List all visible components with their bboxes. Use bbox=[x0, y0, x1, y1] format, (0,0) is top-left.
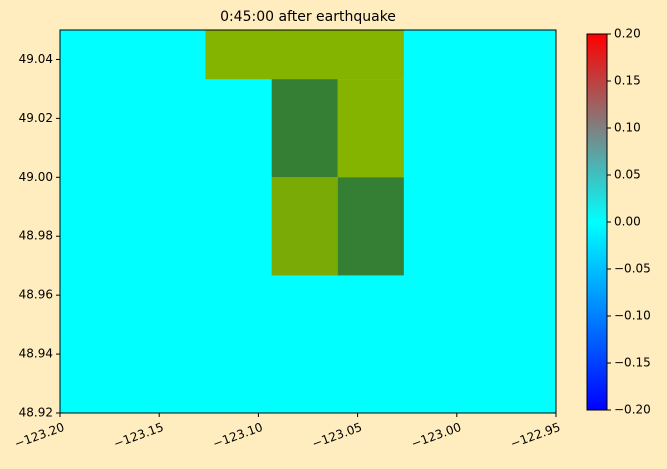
colorbar-tick-label: −0.20 bbox=[614, 403, 651, 417]
colorbar-tick-label: 0.10 bbox=[614, 121, 641, 135]
colorbar-tick-label: 0.00 bbox=[614, 215, 641, 229]
x-tick-label: −123.20 bbox=[13, 420, 67, 451]
x-tick-label: −123.10 bbox=[211, 420, 265, 451]
y-tick-label: 49.02 bbox=[19, 111, 53, 125]
cell bbox=[337, 79, 404, 178]
chart-title: 0:45:00 after earthquake bbox=[220, 9, 396, 25]
cell bbox=[205, 30, 404, 80]
x-tick-label: −123.15 bbox=[112, 420, 166, 451]
cell bbox=[271, 79, 338, 178]
x-tick-label: −123.05 bbox=[310, 420, 364, 451]
cell bbox=[337, 177, 404, 276]
colorbar-tick-label: 0.20 bbox=[614, 27, 641, 41]
colorbar-tick-label: −0.05 bbox=[614, 262, 651, 276]
x-tick-label: −122.95 bbox=[509, 420, 563, 451]
y-tick-label: 49.04 bbox=[19, 52, 53, 66]
y-tick-label: 49.00 bbox=[19, 170, 53, 184]
colorbar-tick-label: 0.15 bbox=[614, 74, 641, 88]
colorbar-tick-label: −0.10 bbox=[614, 309, 651, 323]
y-tick-label: 48.94 bbox=[19, 347, 53, 361]
plot-frame bbox=[59, 29, 557, 414]
colorbar bbox=[586, 33, 608, 411]
cell bbox=[271, 177, 338, 276]
colorbar-tick-label: 0.05 bbox=[614, 168, 641, 182]
x-tick-label: −123.00 bbox=[409, 420, 463, 451]
y-tick-label: 48.98 bbox=[19, 229, 53, 243]
y-tick-label: 48.92 bbox=[19, 406, 53, 420]
y-tick-label: 48.96 bbox=[19, 288, 53, 302]
colorbar-tick-label: −0.15 bbox=[614, 356, 651, 370]
